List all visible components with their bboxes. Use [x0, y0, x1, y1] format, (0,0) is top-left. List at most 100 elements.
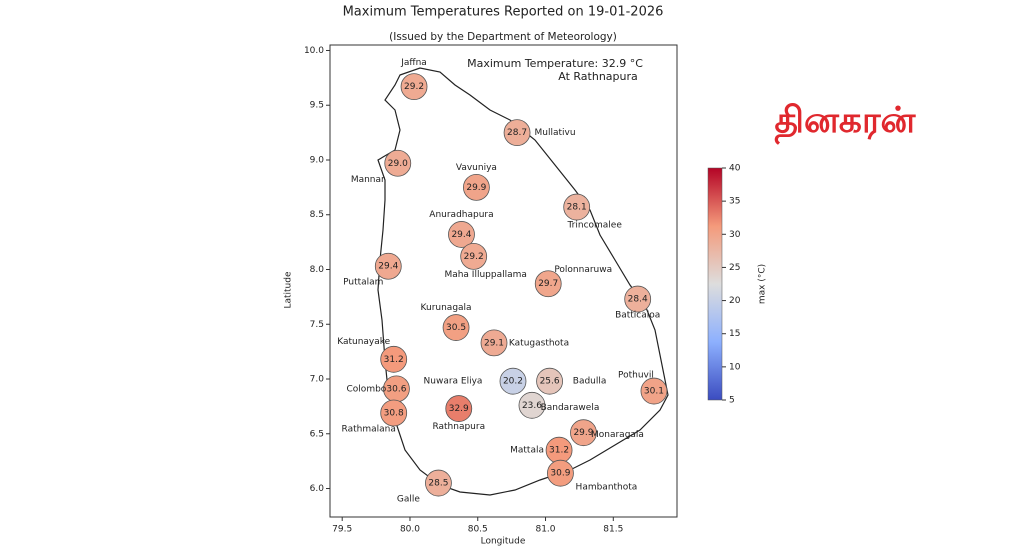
- colorbar-tick-label: 40: [729, 164, 741, 174]
- station-marker: [448, 221, 475, 248]
- value-label: 28.1: [567, 203, 587, 213]
- y-axis-label: Latitude: [284, 271, 294, 309]
- y-tick-label: 7.5: [310, 320, 324, 330]
- value-label: 31.2: [384, 355, 404, 365]
- value-label: 29.1: [484, 338, 504, 348]
- station-marker: [563, 193, 591, 221]
- station-marker: [445, 395, 473, 422]
- station-name: Maha Illuppallama: [444, 270, 526, 280]
- x-tick-label: 81.5: [603, 525, 623, 535]
- station-marker: [374, 252, 402, 280]
- plot-frame: [329, 44, 678, 518]
- colorbar-tick-label: 35: [729, 197, 740, 207]
- station-name: Batticaloa: [615, 311, 660, 321]
- station-name: Katunayake: [337, 337, 390, 347]
- y-tick-label: 9.0: [310, 155, 325, 165]
- station-name: Mattala: [510, 446, 544, 456]
- annotation: Maximum Temperature: 32.9 °C: [467, 57, 643, 70]
- station-marker: [536, 367, 563, 395]
- chart-subtitle: (Issued by the Department of Meteorology…: [389, 31, 617, 43]
- value-label: 20.2: [503, 377, 523, 387]
- station-name: Colombo: [347, 384, 387, 394]
- station-marker: [442, 314, 470, 341]
- station-marker: [503, 119, 531, 147]
- station-marker: [462, 173, 490, 201]
- station-name: Kurunagala: [421, 303, 472, 313]
- y-tick-label: 10.0: [304, 46, 324, 56]
- station-marker: [499, 367, 527, 395]
- value-label: 30.5: [446, 323, 466, 333]
- value-label: 30.6: [386, 384, 406, 394]
- station-name: Rathmalana: [342, 424, 396, 434]
- station-name: Jaffna: [400, 58, 427, 68]
- colorbar: [707, 167, 723, 401]
- x-tick-label: 80.0: [400, 525, 420, 535]
- value-label: 32.9: [449, 404, 469, 414]
- colorbar-tick-label: 30: [729, 230, 741, 240]
- station-marker: [460, 242, 488, 270]
- station-marker: [624, 285, 652, 313]
- colorbar-label: max (°C): [758, 264, 768, 304]
- station-name: Hambanthota: [576, 483, 638, 493]
- station-marker: [534, 270, 562, 298]
- station-name: Mullativu: [535, 128, 576, 138]
- value-label: 29.7: [538, 279, 558, 289]
- station-name: Monaragala: [591, 430, 644, 440]
- value-label: 28.4: [628, 295, 648, 305]
- value-label: 28.7: [507, 128, 527, 138]
- station-marker: [518, 391, 546, 419]
- x-tick-label: 79.5: [332, 525, 352, 535]
- station-marker: [640, 377, 668, 405]
- station-name: Badulla: [573, 377, 607, 387]
- value-label: 29.9: [466, 183, 486, 193]
- station-name: Anuradhapura: [429, 210, 493, 220]
- station-marker: [384, 149, 412, 177]
- y-tick-label: 6.0: [310, 484, 325, 494]
- value-label: 30.1: [644, 387, 664, 397]
- value-label: 30.8: [384, 408, 404, 418]
- value-label: 23.6: [522, 401, 542, 411]
- y-tick-label: 9.5: [310, 101, 324, 111]
- value-label: 29.2: [464, 252, 484, 262]
- colorbar-tick-label: 10: [729, 362, 741, 372]
- value-label: 31.2: [549, 446, 569, 456]
- value-label: 29.4: [378, 262, 398, 272]
- station-marker: [480, 329, 508, 357]
- station-marker: [547, 459, 574, 487]
- station-marker: [380, 399, 408, 427]
- station-name: Galle: [397, 495, 420, 505]
- station-marker: [400, 73, 428, 101]
- value-label: 29.4: [451, 230, 471, 240]
- station-name: Nuwara Eliya: [424, 377, 483, 387]
- value-label: 30.9: [550, 469, 570, 479]
- value-label: 28.5: [428, 479, 448, 489]
- y-tick-label: 8.5: [310, 210, 324, 220]
- station-name: Trincomalee: [566, 221, 622, 231]
- station-name: Katugasthota: [509, 338, 569, 348]
- x-tick-label: 81.0: [535, 525, 555, 535]
- station-marker: [425, 469, 452, 497]
- station-name: Vavuniya: [456, 163, 497, 173]
- station-marker: [570, 419, 597, 447]
- colorbar-tick-label: 20: [729, 296, 741, 306]
- annotation: At Rathnapura: [558, 70, 638, 83]
- colorbar-tick-label: 25: [729, 263, 740, 273]
- chart-title: Maximum Temperatures Reported on 19-01-2…: [343, 5, 664, 20]
- station-marker: [380, 345, 408, 373]
- station-name: Polonnaruwa: [554, 265, 612, 275]
- station-name: Puttalam: [343, 278, 383, 288]
- station-name: Pothuvil: [618, 371, 654, 381]
- value-label: 29.9: [573, 428, 593, 438]
- logo: தினகரன்: [775, 100, 917, 145]
- x-axis-label: Longitude: [481, 537, 526, 547]
- colorbar-tick-label: 15: [729, 329, 740, 339]
- value-label: 29.0: [388, 159, 408, 169]
- y-tick-label: 6.5: [310, 429, 324, 439]
- station-name: Rathnapura: [432, 422, 485, 432]
- y-tick-label: 8.0: [310, 265, 325, 275]
- value-label: 25.6: [540, 377, 560, 387]
- station-name: Bandarawela: [541, 403, 600, 413]
- x-tick-label: 80.5: [468, 525, 488, 535]
